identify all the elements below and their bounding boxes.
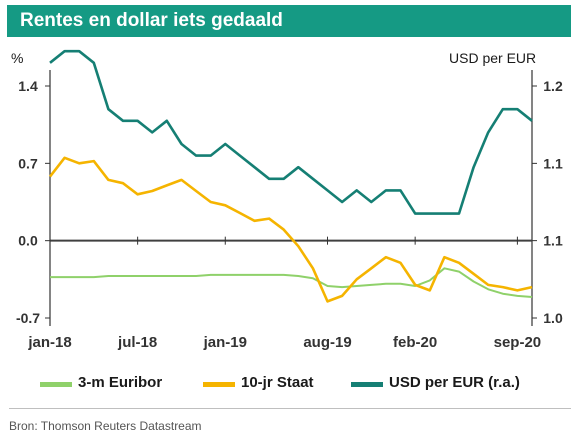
left-tick-label: 0.7 — [18, 155, 38, 171]
left-tick-label: 0.0 — [18, 233, 38, 249]
right-axis-unit-label: USD per EUR — [449, 50, 537, 66]
x-tick-label: jul-18 — [117, 334, 157, 351]
x-tick-label: sep-20 — [494, 334, 542, 351]
series-line-1 — [50, 267, 533, 298]
x-tick-label: jan-19 — [203, 334, 247, 351]
legend-swatch — [40, 382, 72, 387]
legend-swatch — [351, 382, 383, 387]
right-tick-label: 1.0 — [543, 310, 563, 326]
series-line-2 — [48, 156, 533, 303]
legend-swatch — [203, 382, 235, 387]
right-tick-label: 1.1 — [543, 155, 563, 171]
legend-label: USD per EUR (r.a.) — [389, 374, 520, 391]
title-bar: Rentes en dollar iets gedaald — [7, 5, 571, 37]
series-line-3 — [49, 49, 533, 215]
right-tick-label: 1.1 — [543, 233, 563, 249]
x-tick-label: aug-19 — [303, 334, 351, 351]
source-divider — [9, 408, 571, 409]
right-tick-label: 1.2 — [543, 78, 563, 94]
legend-label: 10-jr Staat — [241, 374, 314, 391]
legend-label: 3-m Euribor — [78, 374, 163, 391]
left-tick-label: 1.4 — [18, 78, 38, 94]
x-tick-label: feb-20 — [393, 334, 437, 351]
x-tick-label: jan-18 — [27, 334, 71, 351]
chart-title: Rentes en dollar iets gedaald — [20, 10, 283, 31]
source-note: Bron: Thomson Reuters Datastream — [9, 419, 202, 433]
left-tick-label: -0.7 — [16, 310, 40, 326]
chart-area: 1.4 0.7 0.0 -0.7 1.2 1.1 1.1 1.0 jan-18 jul-18 jan… — [16, 49, 563, 351]
left-axis-unit-label: % — [11, 50, 24, 66]
